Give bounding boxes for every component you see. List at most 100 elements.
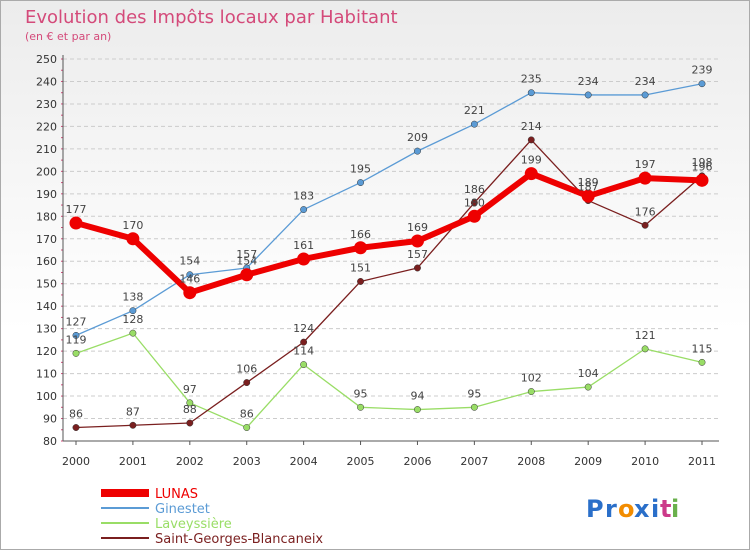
data-label: 157 [407,248,428,261]
data-point [638,171,652,185]
data-point [72,424,80,431]
series-lines [69,80,709,431]
x-tick-label: 2000 [62,455,90,468]
data-label: 161 [293,239,314,252]
data-label: 169 [407,221,428,234]
legend-label: LUNAS [155,487,198,502]
data-point [129,307,137,315]
data-point [410,234,424,248]
data-point [470,120,478,128]
y-tick-label: 150 [36,278,57,291]
data-point [698,358,706,366]
data-label: 127 [66,315,87,328]
data-label: 170 [122,219,143,232]
data-point [698,80,706,88]
x-tick-label: 2001 [119,455,147,468]
data-label: 88 [183,403,197,416]
data-point [186,419,194,427]
data-point [357,278,364,285]
data-label: 87 [126,405,140,418]
chart-subtitle: (en € et par an) [25,30,111,43]
data-label: 199 [521,154,542,167]
x-tick-label: 2002 [176,455,204,468]
data-label: 214 [521,120,542,133]
y-tick-label: 100 [36,390,57,403]
data-label: 124 [293,322,314,335]
data-label: 146 [179,273,200,286]
data-label: 177 [66,203,87,216]
axes: 8090100110120130140150160170180190200210… [36,53,719,468]
data-label: 151 [350,261,371,274]
data-label: 176 [635,205,656,218]
x-tick-label: 2010 [631,455,659,468]
data-label: 154 [236,255,257,268]
data-point [300,338,308,346]
y-tick-label: 160 [36,255,57,268]
x-tick-label: 2006 [403,455,431,468]
logo-letter: P [586,495,604,523]
data-label: 121 [635,329,656,342]
data-label: 97 [183,383,197,396]
data-label: 209 [407,131,428,144]
data-label: 197 [635,158,656,171]
data-point [524,167,538,181]
data-point [414,147,421,155]
data-label: 195 [350,163,371,176]
y-tick-label: 230 [36,98,57,111]
y-tick-label: 180 [36,210,57,223]
data-point [414,264,421,272]
data-label: 95 [354,387,368,400]
x-tick-label: 2008 [517,455,545,468]
data-label: 189 [578,176,599,189]
data-point [641,221,649,229]
y-tick-label: 250 [36,53,57,66]
y-tick-label: 220 [36,120,57,133]
logo-letter: x [634,495,650,523]
y-tick-label: 200 [36,165,57,178]
data-point [72,349,80,357]
data-label: 235 [521,73,542,86]
data-point [69,216,83,230]
data-label: 102 [521,372,542,385]
x-tick-label: 2004 [290,455,318,468]
data-label: 154 [179,255,200,268]
series-line-LUNAS [75,170,703,296]
data-point [695,173,709,187]
data-point [72,331,80,339]
chart-title: Evolution des Impôts locaux par Habitant [25,7,398,28]
data-point [243,424,251,431]
y-tick-label: 210 [36,143,57,156]
series-line-Laveyssière [75,332,703,429]
data-label: 138 [122,291,143,304]
data-label: 106 [236,363,257,376]
data-label: 114 [293,345,314,358]
y-tick-label: 120 [36,345,57,358]
data-label: 183 [293,190,314,203]
y-tick-label: 90 [43,413,57,426]
data-point [129,329,137,337]
series-line-Saint-Georges-Blancaneix [75,139,703,429]
data-point [183,286,197,300]
data-point [240,268,254,282]
data-label: 180 [464,196,485,209]
data-point [641,91,649,99]
x-tick-label: 2005 [347,455,375,468]
data-label: 128 [122,313,143,326]
logo-letter: i [651,495,659,523]
data-point [300,361,308,369]
logo-letter: r [605,495,617,523]
y-tick-label: 80 [43,435,57,448]
data-point [527,89,535,97]
data-point [186,399,194,407]
legend-label: Laveyssière [155,517,232,532]
data-point [470,199,478,207]
data-label: 234 [635,75,656,88]
data-point [357,403,364,411]
data-label: 94 [410,390,424,403]
y-tick-label: 110 [36,368,57,381]
data-label: 86 [69,408,83,421]
data-label: 166 [350,228,371,241]
